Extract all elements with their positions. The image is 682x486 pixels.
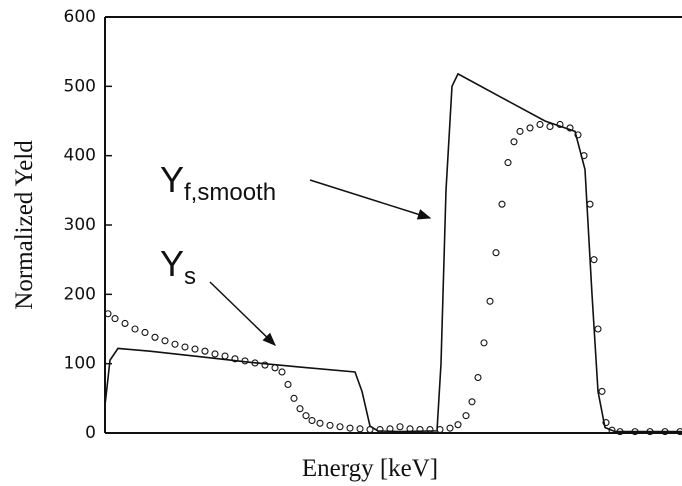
data-point — [201, 347, 209, 355]
data-point — [646, 428, 654, 436]
annotation: Yf,smooth — [160, 159, 276, 206]
data-point — [271, 364, 279, 372]
data-point — [510, 138, 518, 146]
data-point — [121, 319, 129, 328]
data-point — [504, 159, 512, 167]
data-point — [416, 425, 424, 434]
y-tick-label: 0 — [85, 423, 96, 443]
data-point — [221, 352, 229, 360]
data-point — [486, 297, 494, 305]
data-point — [386, 425, 394, 433]
annotation: Ys — [160, 243, 196, 290]
data-point — [251, 359, 259, 367]
data-point — [468, 398, 476, 406]
data-point — [616, 428, 624, 436]
data-point — [436, 425, 444, 434]
data-point — [141, 328, 149, 337]
annotation-subscript: f,smooth — [184, 179, 276, 206]
data-point — [161, 337, 169, 345]
data-point — [406, 425, 414, 433]
data-point — [516, 127, 524, 135]
arrow — [209, 281, 276, 346]
data-point — [526, 124, 534, 132]
data-point — [111, 315, 119, 323]
data-point — [580, 152, 588, 160]
data-point — [326, 421, 334, 429]
data-point — [396, 423, 404, 431]
data-point — [316, 419, 324, 427]
data-point — [376, 425, 384, 434]
annotation-text: Y — [160, 159, 184, 200]
y-axis-label: Normalized Yeld — [11, 140, 38, 310]
annotation-subscript: s — [184, 263, 196, 290]
data-point — [446, 424, 454, 432]
y-tick-label: 100 — [64, 354, 96, 374]
data-point — [231, 355, 239, 363]
data-point — [594, 325, 602, 333]
data-point — [181, 343, 189, 351]
data-point — [454, 421, 462, 429]
data-point — [590, 256, 598, 264]
y-tick-label: 400 — [64, 146, 96, 166]
data-point — [462, 412, 470, 420]
data-point — [356, 425, 364, 433]
data-point — [296, 405, 304, 413]
data-point — [336, 423, 344, 431]
y-tick-label: 300 — [64, 215, 96, 235]
data-point — [498, 200, 506, 208]
data-point — [211, 350, 219, 358]
data-point — [566, 124, 574, 132]
data-point — [278, 368, 286, 376]
data-point — [474, 373, 482, 382]
data-point — [151, 333, 159, 341]
data-point — [261, 361, 269, 369]
data-point — [171, 340, 179, 348]
data-point — [302, 412, 310, 420]
data-point — [492, 249, 500, 257]
data-point — [574, 131, 582, 139]
data-point — [308, 416, 316, 425]
data-point — [241, 357, 249, 365]
data-point — [191, 345, 199, 353]
annotation-text: Y — [160, 243, 184, 284]
data-point — [586, 200, 594, 208]
data-point — [284, 380, 292, 389]
data-point — [608, 426, 616, 434]
y-tick-label: 600 — [64, 7, 96, 27]
data-point — [104, 310, 112, 318]
data-point — [546, 122, 554, 131]
x-axis-label: Energy [keV] — [302, 455, 438, 482]
data-point — [536, 120, 544, 129]
data-point — [598, 387, 606, 395]
y-tick-label: 500 — [64, 76, 96, 96]
data-point — [631, 428, 639, 436]
y-tick-label: 200 — [64, 284, 96, 304]
arrow — [309, 179, 432, 220]
data-point — [676, 428, 682, 436]
data-point — [556, 120, 564, 129]
data-point — [480, 339, 488, 347]
data-point — [661, 428, 669, 436]
data-point — [366, 425, 374, 434]
data-point — [426, 425, 434, 434]
data-point — [131, 325, 139, 333]
data-point — [602, 419, 610, 427]
data-line — [104, 72, 682, 433]
data-point — [290, 394, 298, 402]
data-point — [346, 424, 354, 432]
